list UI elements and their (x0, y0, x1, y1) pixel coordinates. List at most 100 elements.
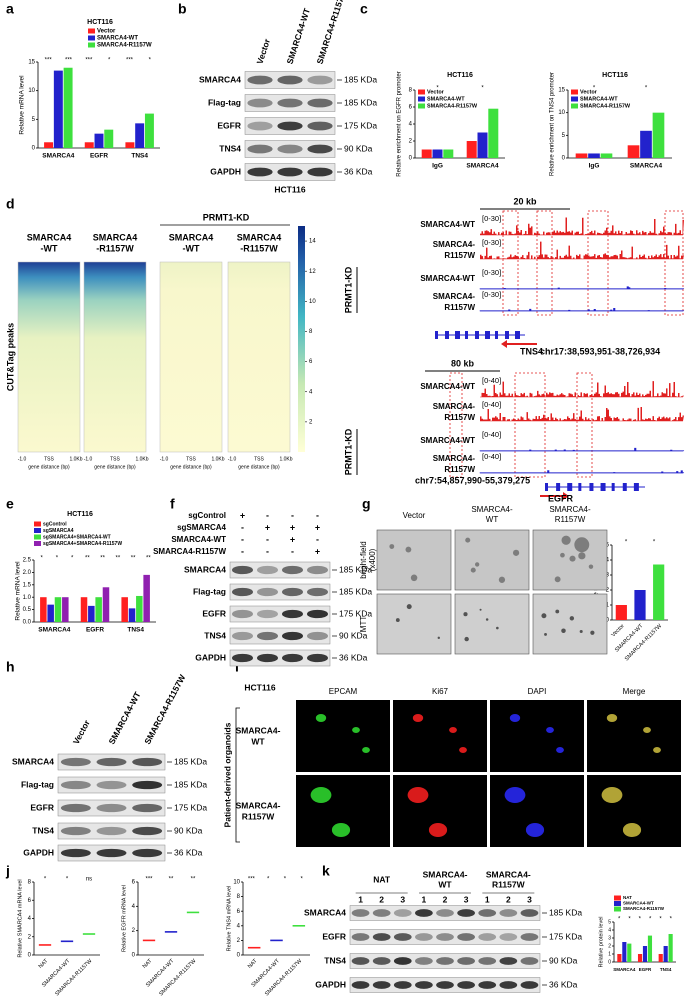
chart-title: HCT116 (602, 72, 628, 79)
colony (389, 544, 395, 549)
y-tick-label: 0 (132, 953, 136, 959)
bar (668, 934, 673, 962)
heatmap (159, 261, 223, 453)
arrow-head (563, 492, 569, 500)
sample-label: R1157W (444, 465, 475, 474)
bar (637, 954, 643, 962)
blot-band (282, 631, 303, 641)
y-tick-label: 2.0 (23, 570, 32, 576)
x-tick-label: SMARCA4 (42, 153, 75, 160)
condition-sign: - (266, 546, 269, 556)
condition-label: sgSMARCA4 (177, 523, 226, 532)
panel-letter: e (6, 496, 14, 512)
y-tick-label: 10 (558, 110, 565, 116)
blot-band (60, 780, 91, 790)
y-tick-label: 0 (608, 959, 611, 965)
significance: * (300, 877, 303, 883)
blot-strip (229, 561, 331, 579)
blot-band (307, 144, 333, 154)
y-tick-label: 3 (606, 573, 610, 579)
bar (658, 954, 663, 962)
legend-swatch (614, 901, 621, 906)
x-tick-label: TNS4 (131, 153, 148, 160)
signal-track (479, 286, 685, 290)
sample-label: SMARCA4- (433, 402, 476, 411)
y-tick-label: 0.5 (23, 607, 32, 613)
size-label: 175 KDa (174, 802, 207, 812)
chart-title: HCT116 (67, 511, 93, 518)
exon (600, 483, 606, 491)
legend-swatch (88, 42, 95, 48)
exon (611, 483, 615, 491)
blot-band (415, 981, 433, 989)
image-row-label: MTT (359, 616, 368, 633)
blot-band (351, 909, 370, 917)
sample-label: SMARCA4-WT (420, 220, 475, 229)
heatmap-x-tick: -1.0 (18, 456, 27, 462)
row-label: CUT&Tag peaks (5, 323, 15, 391)
y-tick-label: 15 (28, 60, 35, 66)
significance: ** (146, 556, 151, 562)
blot-band (478, 909, 497, 917)
significance: ** (116, 556, 121, 562)
lane-number: 2 (506, 894, 511, 904)
blot-strip (244, 140, 336, 158)
side-label: Patient-derived organoids (222, 722, 232, 827)
bar (47, 604, 54, 622)
significance: * (639, 917, 642, 923)
protein-label: Flag-tag (21, 779, 54, 789)
condition-sign: - (291, 546, 294, 556)
significance: * (659, 917, 662, 923)
y-tick-label: 1.5 (23, 582, 32, 588)
bar (627, 943, 632, 962)
panel-letter: j (5, 863, 10, 879)
y-axis-label: Relative SMARCA4 mRNA level (17, 879, 23, 957)
y-tick-label: 4 (409, 122, 413, 128)
protein-label: GAPDH (315, 979, 346, 989)
y-tick-label: 0 (409, 156, 413, 162)
bar (575, 153, 588, 158)
colony (474, 562, 480, 567)
condition-label: SMARCA4-WT (171, 535, 226, 544)
condition-sign: - (241, 522, 244, 532)
legend-label: NAT (623, 895, 632, 900)
blot-band (60, 826, 91, 836)
bar (63, 67, 73, 148)
condition-sign: - (266, 510, 269, 520)
heatmap-x-tick: -1.0 (160, 456, 169, 462)
condition-sign: - (266, 534, 269, 544)
cell-cluster (428, 823, 448, 837)
legend-swatch (614, 906, 621, 912)
size-label: 36 KDa (339, 652, 368, 662)
y-tick-label: 3 (608, 935, 611, 941)
signal-track (480, 407, 684, 421)
size-label: 175 KDa (339, 608, 372, 618)
colorbar-label: 8 (309, 329, 313, 335)
highlight-box (502, 210, 519, 316)
colony (590, 630, 595, 635)
legend-label: Vector (580, 89, 598, 95)
blot-band (351, 933, 370, 941)
exon (465, 331, 468, 339)
blot-strip (229, 605, 331, 623)
legend-swatch (418, 89, 425, 95)
protein-label: SMARCA4 (199, 74, 241, 84)
bar (640, 130, 652, 158)
highlight-box (576, 372, 593, 478)
x-tick-label: IgG (589, 163, 600, 170)
condition-sign: + (290, 522, 295, 532)
exon (485, 331, 490, 339)
blot-band (307, 121, 333, 131)
blot-band (96, 826, 127, 836)
x-tick-label: EGFR (86, 627, 104, 634)
y-tick-label: 15 (558, 88, 565, 94)
blot-band (232, 609, 253, 619)
colony (465, 537, 471, 543)
protein-label: SMARCA4 (184, 564, 226, 574)
panel-letter: b (178, 1, 187, 17)
y-axis-label: Relative enrichment on TNS4 promoter (550, 72, 556, 176)
protein-label: EGFR (322, 931, 346, 941)
blot-band (393, 957, 412, 965)
panel-letter: k (322, 863, 330, 879)
